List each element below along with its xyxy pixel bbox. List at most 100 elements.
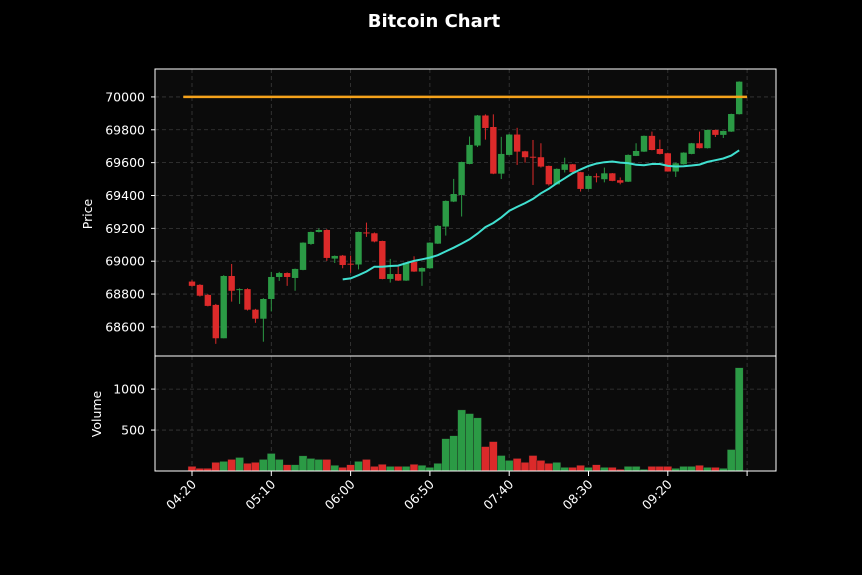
volume-bar [687, 466, 696, 472]
volume-axis-label: Volume [89, 390, 104, 437]
candle-body [188, 281, 196, 286]
volume-bar [322, 459, 332, 472]
volume-bar [497, 455, 506, 472]
candle-body [577, 172, 584, 189]
x-tick-label: 04:20 [163, 476, 199, 512]
candle-body [569, 164, 576, 173]
volume-bar [354, 461, 363, 472]
volume-bar [449, 435, 458, 472]
volume-bar [734, 367, 744, 472]
price-tick-label: 68600 [105, 319, 145, 334]
volume-bar [473, 417, 482, 472]
volume-panel: 500 1000 [113, 355, 777, 472]
candle-body [371, 233, 378, 242]
volume-bar [568, 467, 577, 472]
candle-body [426, 242, 434, 269]
price-axis-label: Price [80, 198, 95, 229]
volume-bar [520, 462, 530, 472]
volume-bar [235, 457, 244, 472]
volume-bar [393, 466, 403, 472]
candle-body [529, 156, 537, 158]
candle-body [632, 150, 640, 156]
candle-body [276, 273, 283, 277]
candle-body [624, 154, 632, 182]
candle-body [299, 242, 307, 270]
candle-body [244, 289, 251, 310]
candle-body [656, 149, 664, 154]
volume-bar [647, 466, 657, 472]
volume-bar [401, 466, 411, 472]
price-tick-label: 69600 [105, 155, 145, 170]
volume-bar [655, 466, 665, 472]
volume-bar [290, 464, 300, 472]
volume-bar [298, 455, 308, 472]
candle-body [617, 180, 624, 183]
candle-body [720, 130, 727, 135]
volume-bar [251, 462, 260, 472]
volume-bar [187, 466, 197, 472]
volume-bar [465, 413, 474, 472]
candle-body [537, 157, 545, 167]
candle-body [394, 274, 402, 281]
candle-body [593, 176, 600, 178]
candle-body [458, 161, 465, 196]
volume-bar [576, 465, 585, 472]
volume-bar [259, 459, 268, 472]
volume-bar [512, 458, 522, 472]
candle-body [601, 173, 608, 180]
candle-body [291, 268, 299, 278]
candle-body [260, 298, 267, 319]
price-tick-label: 70000 [105, 89, 145, 104]
candle-body [402, 262, 410, 281]
volume-bar [267, 453, 276, 472]
volume-bar [409, 464, 419, 472]
volume-bar [679, 466, 688, 472]
candle-body [712, 129, 719, 135]
candle-body [220, 275, 227, 339]
candle-body [553, 168, 560, 185]
price-tick-label: 69000 [105, 254, 145, 269]
volume-bar [560, 467, 569, 472]
candle-body [704, 129, 711, 149]
volume-bar [362, 459, 371, 472]
volume-bar [536, 460, 546, 472]
volume-bar [227, 459, 236, 472]
candle-body [450, 194, 457, 202]
price-tick-label: 69800 [105, 122, 145, 137]
price-panel: 68600 68800 69000 69200 69400 69600 69800 70000 [105, 68, 777, 357]
x-tick-label: 06:00 [322, 476, 358, 512]
price-tick-label: 68800 [105, 287, 145, 302]
x-tick-label: 07:40 [480, 476, 516, 512]
volume-bar [528, 455, 538, 472]
volume-bar [306, 458, 316, 472]
candle-body [315, 229, 323, 232]
volume-bar [552, 462, 561, 472]
volume-bar [600, 467, 609, 472]
candle-body [648, 135, 656, 150]
candle-body [513, 134, 521, 152]
x-tick-label: 05:10 [242, 476, 278, 512]
candle-body [490, 126, 497, 174]
candle-body [640, 135, 648, 152]
candle-body [609, 173, 616, 181]
volume-bar [211, 462, 220, 472]
candle-body [434, 225, 442, 244]
volume-bar [433, 463, 443, 472]
candle-body [418, 267, 426, 272]
candle-body [585, 175, 592, 189]
volume-bar [631, 466, 641, 472]
price-tick-label: 69200 [105, 221, 145, 236]
volume-bar [417, 465, 427, 472]
price-tick-label: 69400 [105, 188, 145, 203]
candle-body [355, 231, 362, 265]
volume-bar [544, 463, 554, 472]
volume-bar [592, 464, 601, 472]
candle-body [688, 143, 695, 154]
volume-tick-label: 1000 [113, 382, 145, 397]
volume-bar [338, 467, 347, 472]
candle-body [482, 115, 489, 128]
volume-bar [505, 460, 514, 472]
candle-body [387, 274, 394, 279]
candle-body [410, 261, 418, 272]
candle-body [561, 164, 568, 170]
